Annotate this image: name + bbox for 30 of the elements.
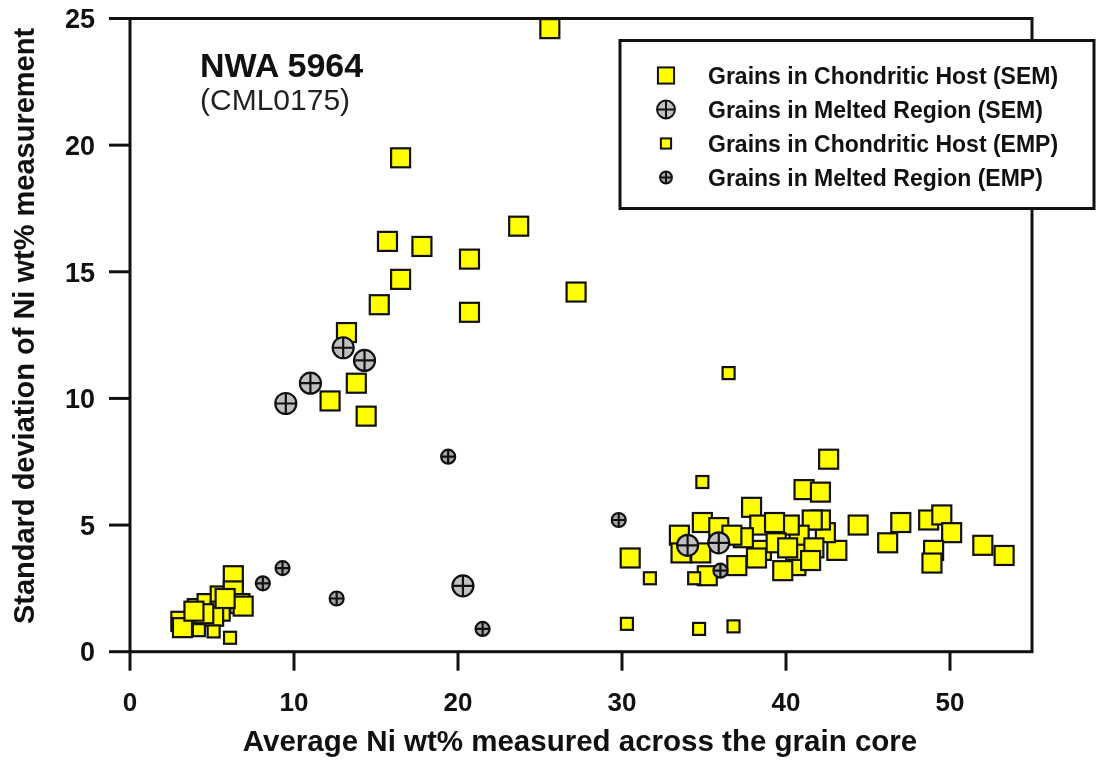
legend-label: Grains in Melted Region (SEM) xyxy=(708,96,1043,123)
y-tick-label: 10 xyxy=(64,384,95,415)
point xyxy=(691,621,707,637)
point xyxy=(222,630,238,645)
text: NWA 5964 xyxy=(200,46,364,84)
x-tick-label: 10 xyxy=(279,687,309,717)
legend-label: Grains in Melted Region (EMP) xyxy=(708,164,1043,191)
x-tick-label: 40 xyxy=(771,687,801,717)
y-axis-title: Standard deviation of Ni wt% measurement xyxy=(8,27,40,625)
x-tick-label: 20 xyxy=(443,687,473,717)
legend-label: Grains in Chondritic Host (EMP) xyxy=(708,130,1059,157)
point xyxy=(687,571,702,586)
y-tick-label: 25 xyxy=(64,4,95,35)
point xyxy=(191,623,206,638)
point xyxy=(642,571,657,586)
y-tick-label: 5 xyxy=(79,510,95,541)
point xyxy=(695,474,710,490)
point xyxy=(726,619,741,634)
y-tick-label: 15 xyxy=(64,257,95,288)
y-tick-label: 0 xyxy=(79,637,95,668)
y-tick-label: 20 xyxy=(64,130,95,161)
text: (CML0175) xyxy=(200,83,351,116)
legend-label: Grains in Chondritic Host (SEM) xyxy=(708,62,1059,89)
x-tick-label: 0 xyxy=(122,687,138,717)
x-tick-label: 30 xyxy=(607,687,637,717)
x-tick-label: 50 xyxy=(935,687,965,717)
point xyxy=(619,616,635,631)
point xyxy=(206,624,221,639)
x-axis-title: Average Ni wt% measured across the grain core xyxy=(242,724,918,757)
point xyxy=(721,365,736,381)
